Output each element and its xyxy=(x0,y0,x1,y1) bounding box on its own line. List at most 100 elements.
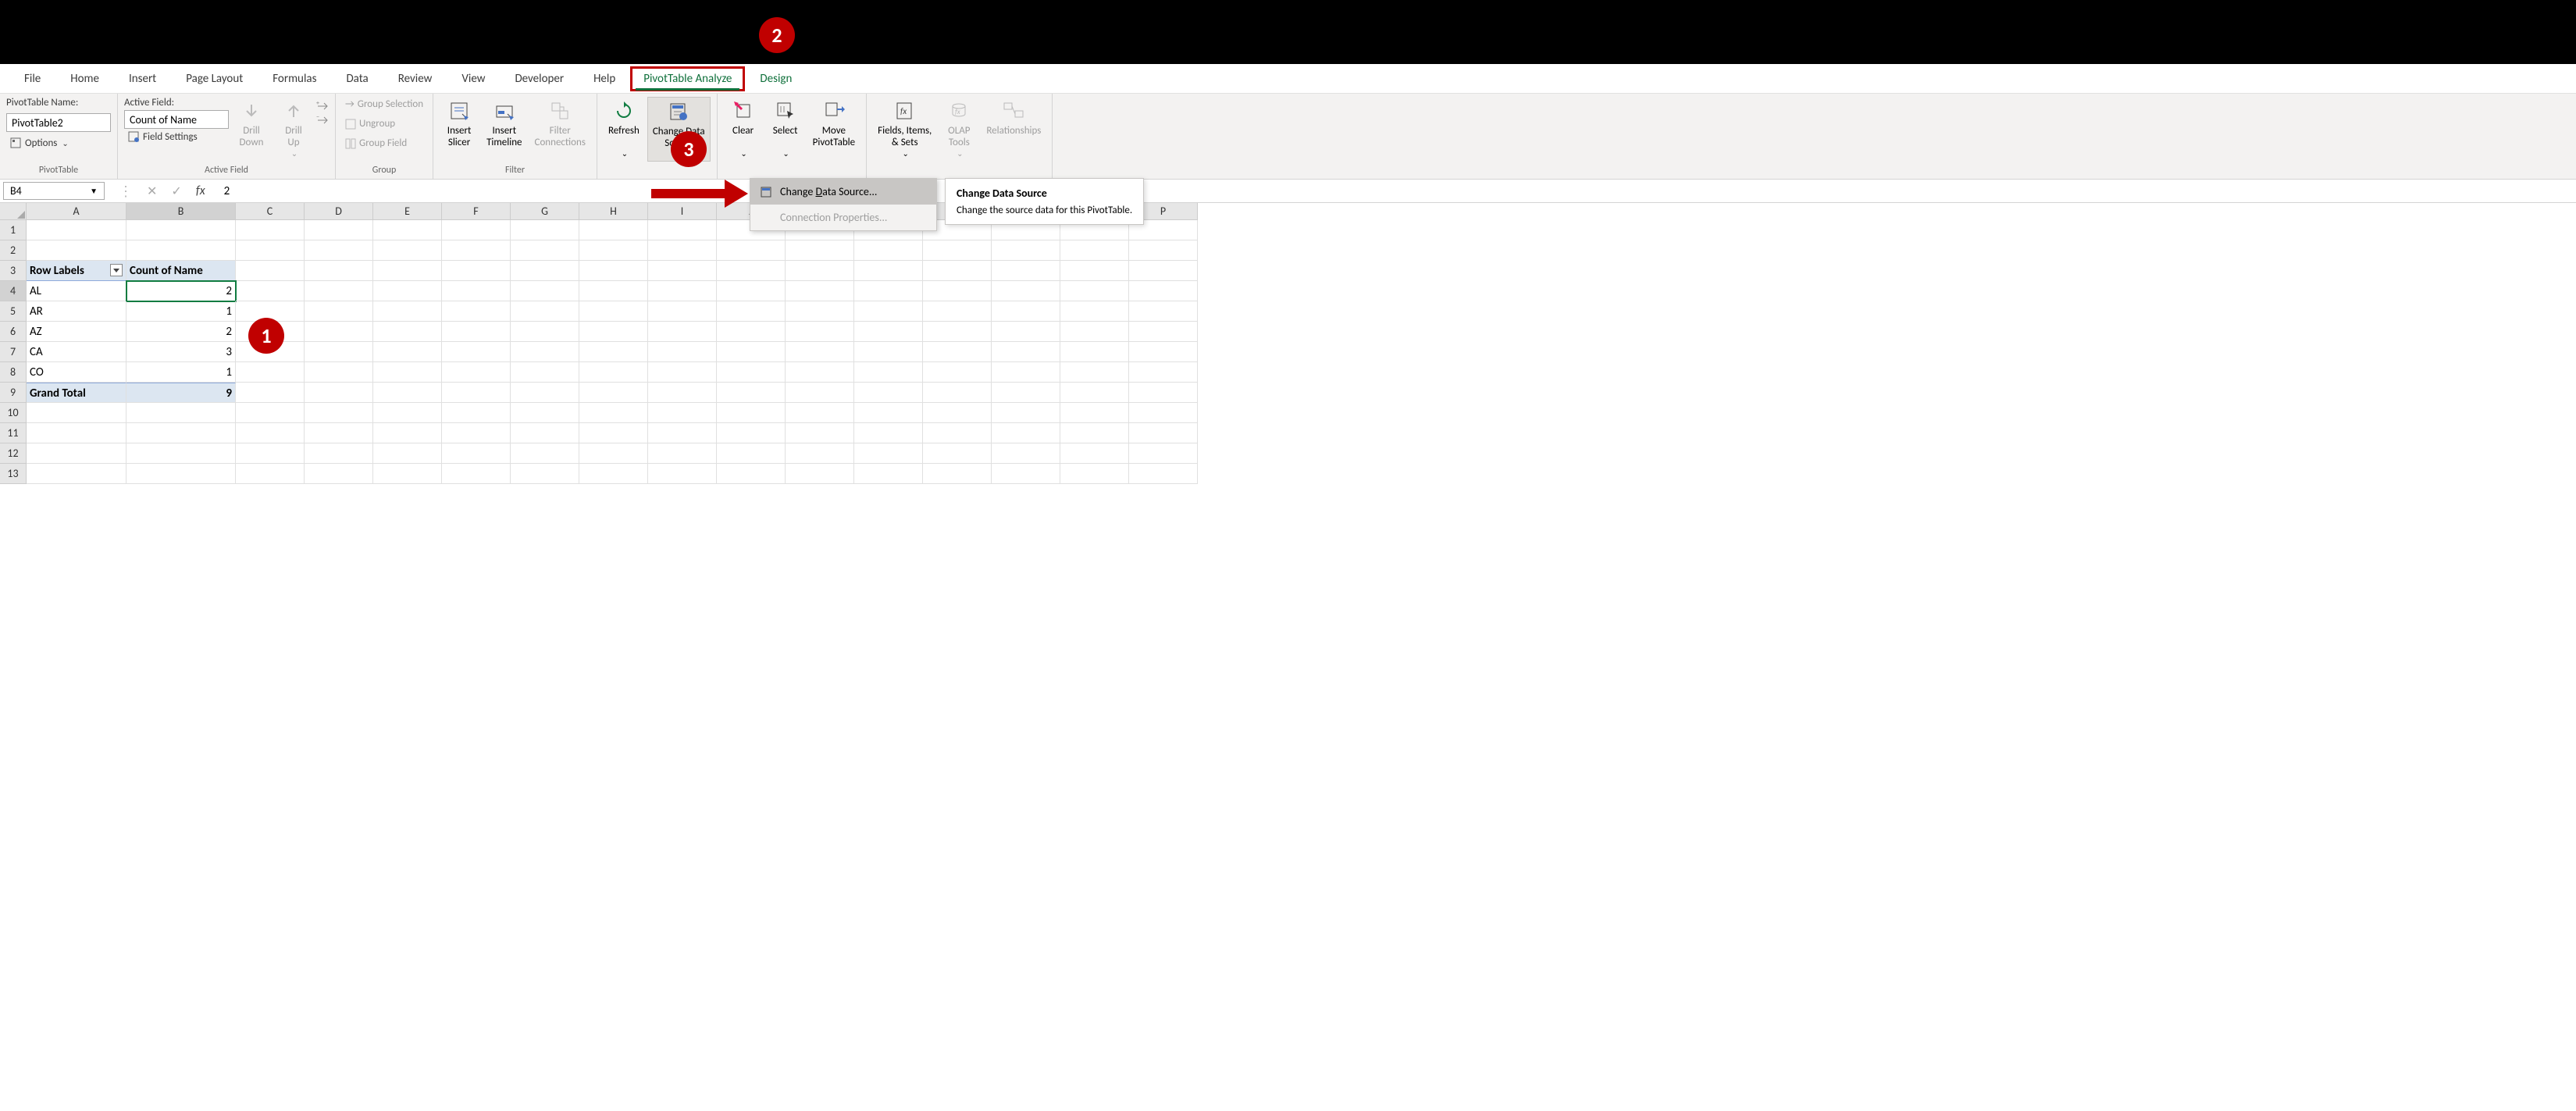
insert-slicer-button[interactable]: Insert Slicer xyxy=(440,97,479,150)
cell-P8[interactable] xyxy=(1129,362,1198,383)
cell-M10[interactable] xyxy=(923,403,992,423)
cell-J3[interactable] xyxy=(717,261,786,281)
move-pivottable-button[interactable]: Move PivotTable xyxy=(808,97,860,150)
cell-B8[interactable]: 1 xyxy=(126,362,236,383)
cell-M12[interactable] xyxy=(923,443,992,464)
cell-A6[interactable]: AZ xyxy=(27,322,126,342)
cell-I6[interactable] xyxy=(648,322,717,342)
cell-C2[interactable] xyxy=(236,240,305,261)
cell-C10[interactable] xyxy=(236,403,305,423)
cell-O11[interactable] xyxy=(1060,423,1129,443)
tab-home[interactable]: Home xyxy=(55,65,114,93)
cell-I11[interactable] xyxy=(648,423,717,443)
cell-L13[interactable] xyxy=(854,464,923,484)
cell-O4[interactable] xyxy=(1060,281,1129,301)
cell-O7[interactable] xyxy=(1060,342,1129,362)
cell-H2[interactable] xyxy=(579,240,648,261)
drill-up-button[interactable]: Drill Up⌄ xyxy=(274,97,313,160)
cell-A3[interactable]: Row Labels xyxy=(27,261,126,281)
cell-P10[interactable] xyxy=(1129,403,1198,423)
cell-G8[interactable] xyxy=(511,362,579,383)
row-header-12[interactable]: 12 xyxy=(0,443,27,464)
row-header-1[interactable]: 1 xyxy=(0,220,27,240)
cell-G12[interactable] xyxy=(511,443,579,464)
cell-C11[interactable] xyxy=(236,423,305,443)
chevron-down-icon[interactable]: ▼ xyxy=(90,186,98,196)
cell-G3[interactable] xyxy=(511,261,579,281)
cell-P2[interactable] xyxy=(1129,240,1198,261)
cell-J6[interactable] xyxy=(717,322,786,342)
cell-D3[interactable] xyxy=(305,261,373,281)
cell-G4[interactable] xyxy=(511,281,579,301)
tab-page-layout[interactable]: Page Layout xyxy=(171,65,258,93)
cell-F5[interactable] xyxy=(442,301,511,322)
cell-H11[interactable] xyxy=(579,423,648,443)
tab-view[interactable]: View xyxy=(447,65,500,93)
cell-B9[interactable]: 9 xyxy=(126,383,236,403)
cell-N8[interactable] xyxy=(992,362,1060,383)
cell-G6[interactable] xyxy=(511,322,579,342)
filter-connections-button[interactable]: Filter Connections xyxy=(530,97,590,150)
cell-O3[interactable] xyxy=(1060,261,1129,281)
cell-K12[interactable] xyxy=(786,443,854,464)
pivot-filter-button[interactable] xyxy=(110,264,123,276)
cell-K2[interactable] xyxy=(786,240,854,261)
cancel-formula-icon[interactable]: ✕ xyxy=(147,183,157,199)
cell-N11[interactable] xyxy=(992,423,1060,443)
cell-H12[interactable] xyxy=(579,443,648,464)
tab-formulas[interactable]: Formulas xyxy=(258,65,331,93)
select-button[interactable]: Select⌄ xyxy=(766,97,805,160)
cell-K7[interactable] xyxy=(786,342,854,362)
cell-J13[interactable] xyxy=(717,464,786,484)
col-header-F[interactable]: F xyxy=(442,203,511,220)
cell-G2[interactable] xyxy=(511,240,579,261)
cell-A1[interactable] xyxy=(27,220,126,240)
cell-A7[interactable]: CA xyxy=(27,342,126,362)
cell-H9[interactable] xyxy=(579,383,648,403)
cell-O5[interactable] xyxy=(1060,301,1129,322)
formula-input[interactable] xyxy=(216,183,2576,200)
cell-M11[interactable] xyxy=(923,423,992,443)
row-header-2[interactable]: 2 xyxy=(0,240,27,261)
cell-J12[interactable] xyxy=(717,443,786,464)
cell-I10[interactable] xyxy=(648,403,717,423)
cell-J5[interactable] xyxy=(717,301,786,322)
cell-A8[interactable]: CO xyxy=(27,362,126,383)
cell-O13[interactable] xyxy=(1060,464,1129,484)
cell-E4[interactable] xyxy=(373,281,442,301)
cell-L11[interactable] xyxy=(854,423,923,443)
cell-I13[interactable] xyxy=(648,464,717,484)
cell-A4[interactable]: AL xyxy=(27,281,126,301)
cell-J8[interactable] xyxy=(717,362,786,383)
cell-H8[interactable] xyxy=(579,362,648,383)
cell-H1[interactable] xyxy=(579,220,648,240)
col-header-B[interactable]: B xyxy=(126,203,236,220)
cell-G7[interactable] xyxy=(511,342,579,362)
cell-B3[interactable]: Count of Name xyxy=(126,261,236,281)
cell-A12[interactable] xyxy=(27,443,126,464)
cell-N5[interactable] xyxy=(992,301,1060,322)
cell-F12[interactable] xyxy=(442,443,511,464)
drill-down-button[interactable]: Drill Down xyxy=(232,97,271,150)
cell-D12[interactable] xyxy=(305,443,373,464)
cell-H6[interactable] xyxy=(579,322,648,342)
cell-G5[interactable] xyxy=(511,301,579,322)
cell-M7[interactable] xyxy=(923,342,992,362)
fx-icon[interactable]: fx xyxy=(196,183,205,198)
cell-M2[interactable] xyxy=(923,240,992,261)
cell-E3[interactable] xyxy=(373,261,442,281)
tab-help[interactable]: Help xyxy=(579,65,630,93)
expand-field-icon[interactable]: + xyxy=(316,101,329,111)
cell-F6[interactable] xyxy=(442,322,511,342)
cell-N6[interactable] xyxy=(992,322,1060,342)
menu-item-change-data-source[interactable]: Change Data Source... xyxy=(750,179,936,205)
pivottable-options-button[interactable]: Options⌄ xyxy=(6,135,72,151)
refresh-button[interactable]: Refresh⌄ xyxy=(604,97,644,160)
row-header-8[interactable]: 8 xyxy=(0,362,27,383)
cell-F4[interactable] xyxy=(442,281,511,301)
cell-D1[interactable] xyxy=(305,220,373,240)
tab-pivottable-analyze[interactable]: PivotTable Analyze xyxy=(630,66,745,91)
cell-N4[interactable] xyxy=(992,281,1060,301)
ungroup-button[interactable]: Ungroup xyxy=(342,116,398,131)
cell-F3[interactable] xyxy=(442,261,511,281)
